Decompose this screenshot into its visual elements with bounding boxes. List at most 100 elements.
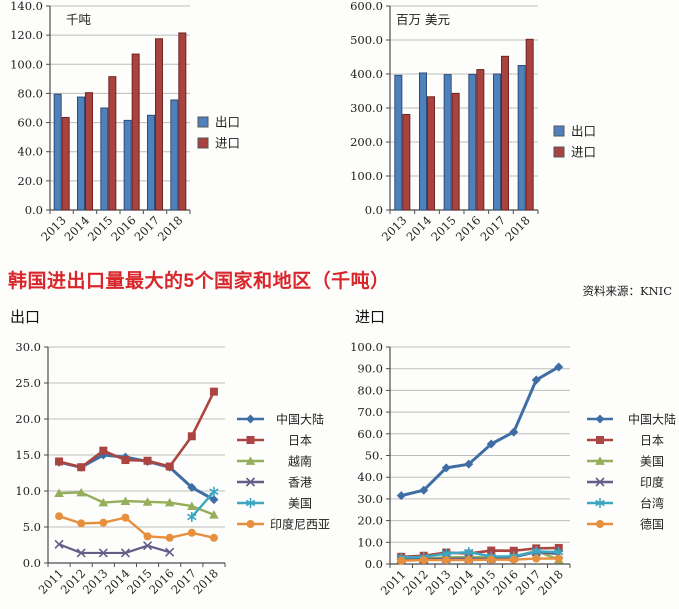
y-tick-label: 90.0 [357,362,383,376]
point-series5-2013 [99,518,108,527]
bar-series1-2015 [108,76,117,211]
legend-label: 德国 [640,517,664,532]
legend-label: 中国大陆 [628,412,676,427]
point-series2-2011 [54,488,64,498]
x-tick-label: 2016 [490,567,521,598]
y-tick-label: 140.0 [10,0,43,13]
legend-label: 美国 [288,497,312,511]
x-tick-label: 2017 [513,567,544,598]
point-series1-2013 [99,446,108,455]
point-series3-2014 [120,548,131,558]
y-tick-label: 40.0 [17,145,43,159]
bar-series0-2013 [53,93,62,211]
x-tick-label: 2016 [108,213,139,244]
chart-svg-usd-bar: 0.0100.0200.0300.0400.0500.0600.02013201… [350,0,596,244]
point-series1-2012 [77,463,86,472]
point-series5-2016 [165,533,174,542]
legend-marker-asterisk [245,498,256,508]
point-series5-2018 [209,533,218,542]
series-line-0 [399,365,561,498]
point-series0-2017 [531,375,541,385]
legend-label: 日本 [640,434,664,448]
x-tick-label: 2011 [36,566,67,597]
x-tick-label: 2016 [453,213,484,244]
bar-series1-2013 [402,113,411,211]
x-tick-label: 2018 [502,213,533,244]
chart-import-by-country: 0.0 10.0 20.0 30.0 40.0 50. 60.0 70.0 80.0 90.0 10… [340,335,679,605]
point-series1-2015 [487,546,496,555]
point-series1-2018 [209,387,218,396]
x-tick-label: 2017 [168,566,199,597]
bar-series1-2016 [131,53,140,211]
x-tick-label: 2014 [404,213,435,244]
point-series5-2017 [532,554,541,563]
y-tick-label: 30.0 [357,492,383,506]
x-tick-label: 2016 [146,566,177,597]
point-series0-2012 [419,485,429,495]
point-series5-2015 [143,532,152,541]
x-tick-label: 2015 [468,567,499,598]
y-tick-label: 70.0 [357,405,383,419]
bar-series0-2018 [170,99,179,211]
series-line-1 [57,390,216,469]
bar-series1-2016 [476,69,485,211]
series-line-3 [57,543,171,555]
point-series1-2017 [187,432,196,441]
x-tick-label: 2014 [102,566,133,597]
bar-series0-2017 [147,114,155,211]
legend-label: 日本 [288,434,312,448]
point-series3-2013 [98,548,108,558]
x-tick-label: 2012 [58,566,89,597]
point-series5-2011 [55,512,64,521]
y-tick-label: 60.0 [357,427,383,441]
point-series5-2012 [419,556,428,565]
point-series5-2016 [509,555,518,564]
point-series2-2018 [209,510,219,519]
x-tick-label: 2013 [379,213,410,244]
x-tick-label: 2013 [423,567,454,598]
y-tick-label: 40.0 [357,470,383,484]
legend-label: 越南 [288,454,312,469]
point-series0-2013 [441,463,451,473]
point-series4-2017 [187,511,197,522]
legend-swatch [197,137,209,149]
bar-series0-2015 [100,107,109,211]
legend-label: 出口 [215,115,240,130]
legend-label: 印度尼西亚 [270,517,330,532]
y-tick-label: 0.0 [365,557,383,571]
legend-marker-triangle [595,456,605,465]
point-series0-2016 [509,427,519,437]
y-tick-label: 0.0 [365,203,383,217]
point-series3-2016 [165,547,175,557]
x-tick-label: 2017 [478,213,509,244]
legend-label: 进口 [215,136,240,151]
point-series5-2011 [397,556,406,565]
bar-series1-2018 [178,32,187,211]
point-series0-2015 [486,439,496,449]
point-series3-2015 [142,541,153,551]
y-tick-label: 100.0 [350,169,383,183]
x-tick-label: 2011 [378,567,409,598]
point-series1-2016 [509,546,518,555]
bar-series0-2017 [493,73,501,211]
x-tick-label: 2015 [124,566,155,597]
legend-label: 美国 [640,455,664,469]
legend-marker-circle [596,520,604,528]
legend-swatch [197,116,209,128]
y-tick-label: 300.0 [350,101,383,115]
unit-label: 千吨 [66,12,92,27]
x-tick-label: 2014 [445,567,476,598]
point-series2-2014 [120,496,131,505]
legend-marker-x [595,477,605,487]
x-tick-label: 2013 [38,213,69,244]
series-line-4 [400,550,560,559]
point-series0-2011 [396,491,406,501]
y-tick-label: 20.0 [15,412,41,426]
point-series5-2018 [554,554,563,563]
x-tick-label: 2018 [155,213,186,244]
point-series1-2015 [143,456,152,465]
series-line-2 [57,491,216,516]
chart-trade-volume-tonnage: 0.0 20.0 40.0 60.0 80.0 100.0 120.0 140.0 2013 20… [0,0,340,250]
point-series5-2017 [187,528,196,537]
y-tick-label: 0.0 [23,556,41,570]
